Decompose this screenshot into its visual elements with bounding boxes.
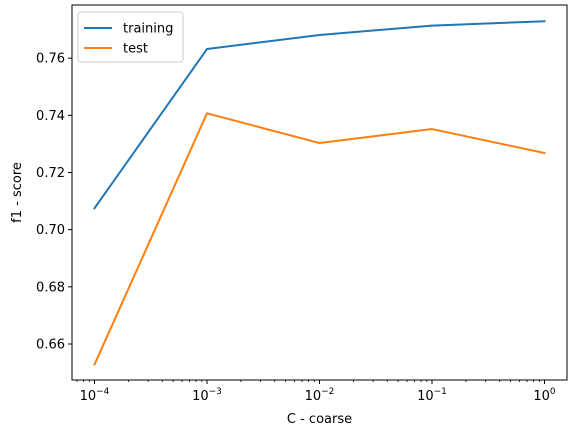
y-tick-label: 0.68	[36, 280, 65, 295]
y-tick-label: 0.76	[36, 52, 65, 67]
plot-area	[72, 5, 567, 380]
x-tick-label: 10−1	[417, 387, 447, 404]
legend-label-test: test	[123, 42, 148, 57]
x-tick-label: 10−2	[305, 387, 335, 404]
y-axis-title: f1 - score	[10, 162, 25, 223]
x-tick-label: 100	[533, 387, 556, 404]
x-axis-ticks: 10−4 10−3 10−2 10−1 100	[76, 380, 556, 404]
y-tick-label: 0.72	[36, 166, 65, 181]
y-tick-label: 0.70	[36, 223, 65, 238]
series-line-test	[93, 112, 546, 366]
x-tick-label: 10−3	[192, 387, 222, 404]
y-axis-ticks: 0.66 0.68 0.70 0.72 0.74 0.76	[36, 52, 72, 352]
y-tick-label: 0.74	[36, 109, 65, 124]
series-line-training	[93, 20, 546, 210]
legend-label-training: training	[123, 22, 173, 37]
legend: training test	[77, 11, 184, 63]
series-layer	[93, 20, 546, 366]
x-axis-title: C - coarse	[287, 412, 352, 427]
y-tick-label: 0.66	[36, 337, 65, 352]
x-tick-label: 10−4	[80, 387, 110, 404]
legend-box	[77, 11, 184, 63]
